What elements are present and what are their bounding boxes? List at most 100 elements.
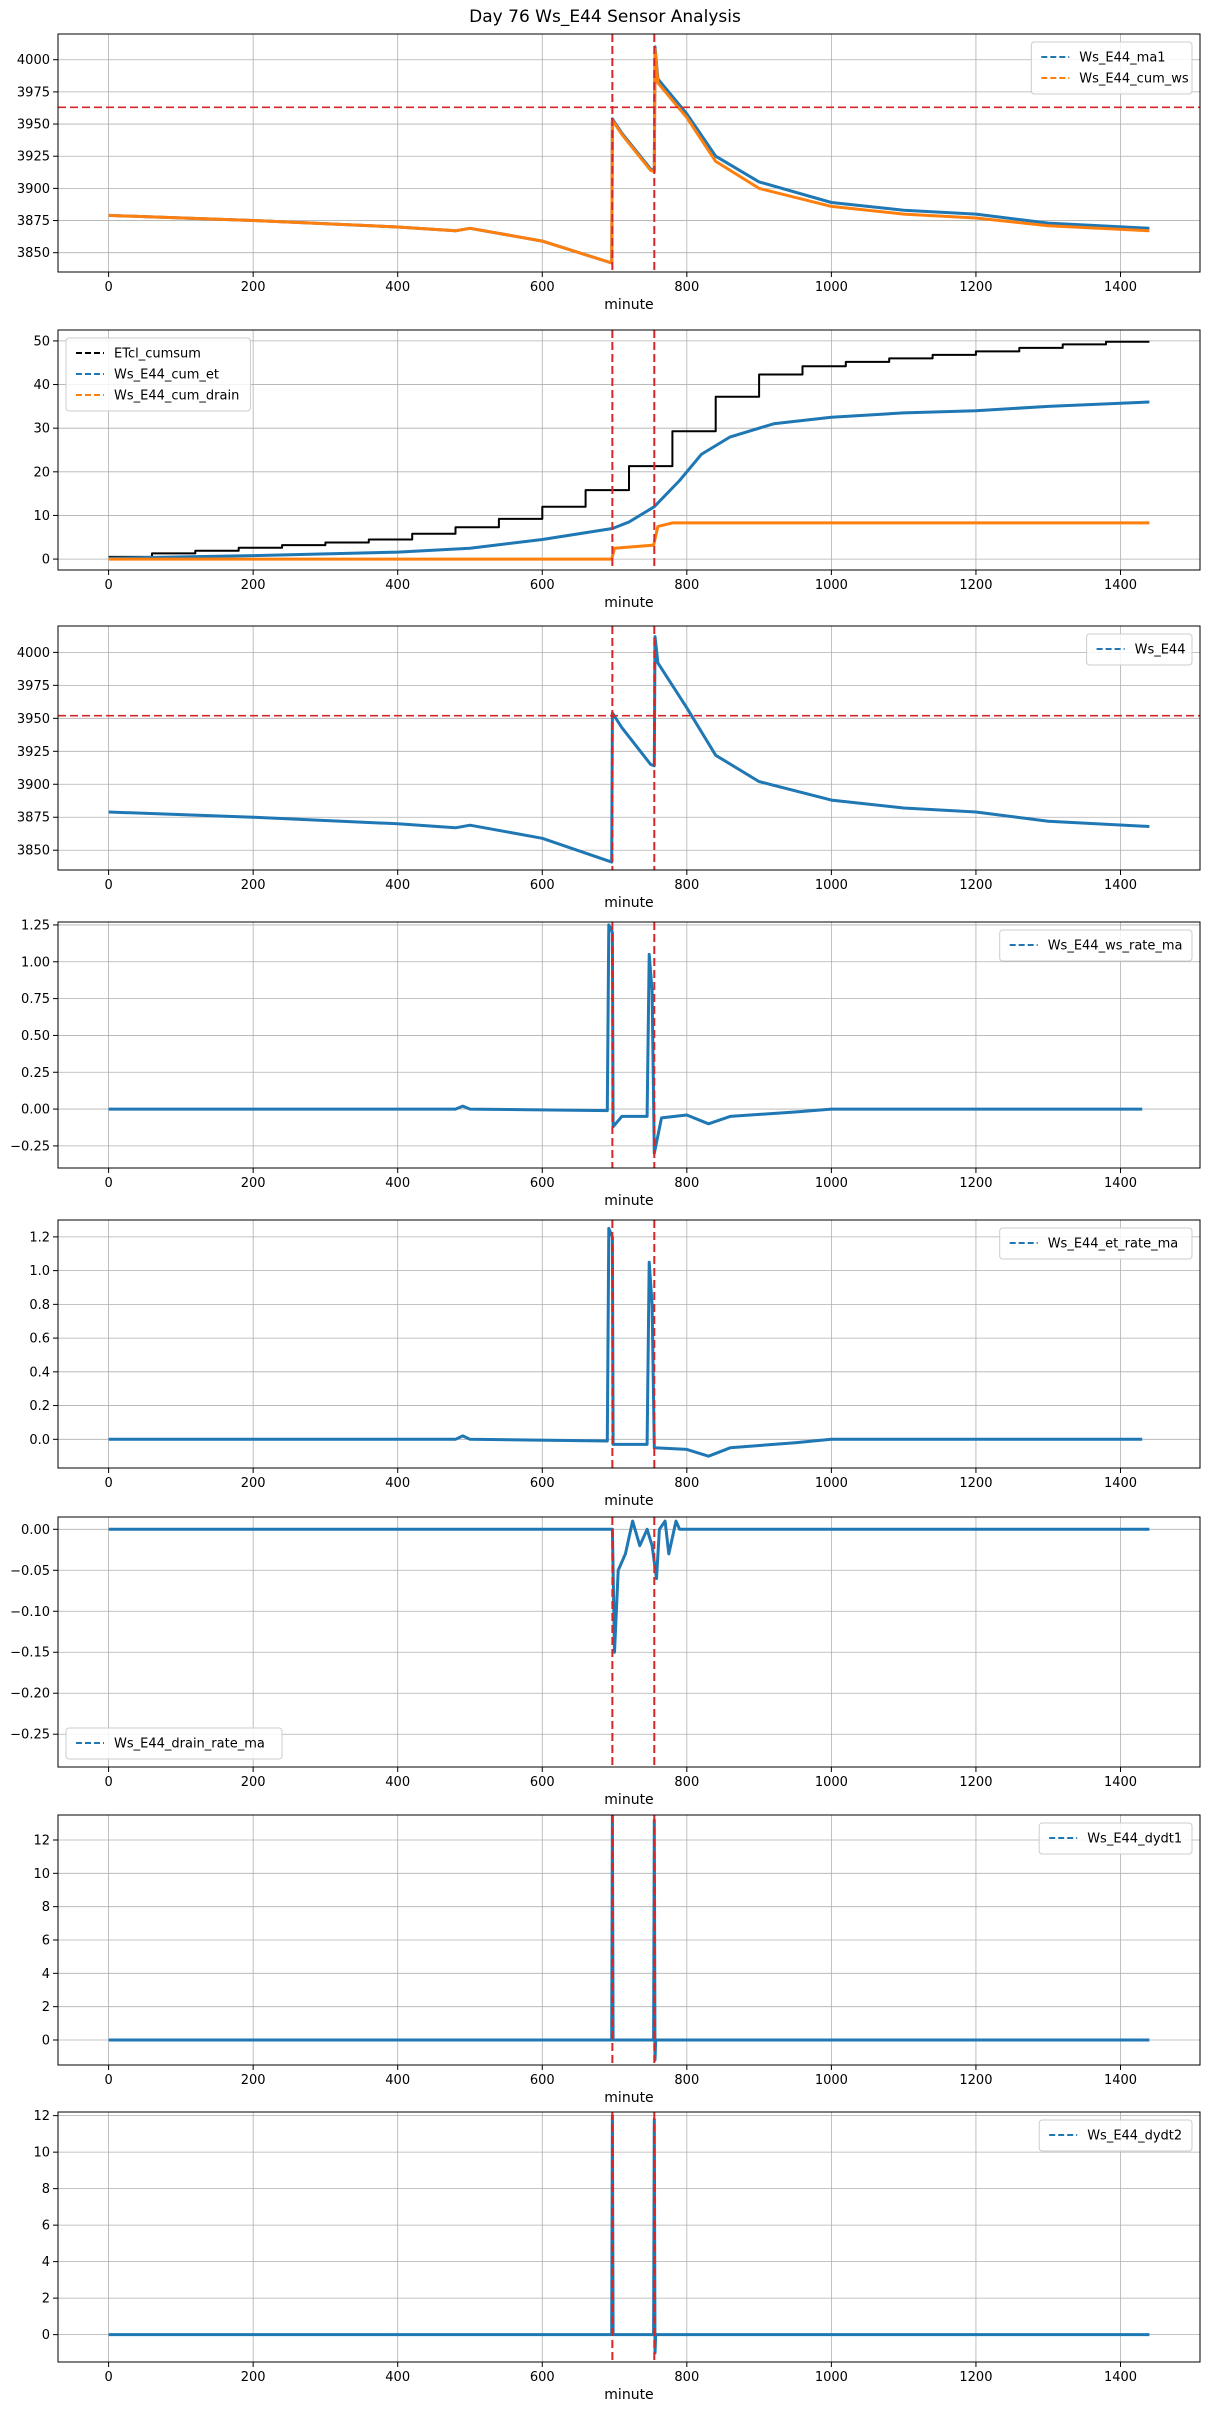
x-tick-label: 1400 [1104, 2073, 1137, 2088]
legend-box [1030, 41, 1193, 95]
chart-panel-3: 0 200 400 600 800 1000 1200 1400 3850 3875 3900 392… [17, 625, 1201, 911]
y-tick-label: 0.0 [29, 1433, 50, 1448]
legend: Ws_E44_et_rate_ma [999, 1227, 1193, 1260]
x-tick-label: 800 [674, 1775, 699, 1790]
x-tick-label: 600 [530, 1476, 555, 1491]
x-tick-label: 200 [241, 878, 266, 893]
y-tick-label: 0.25 [21, 1066, 50, 1081]
x-tick-label: 1000 [815, 1775, 848, 1790]
legend: Ws_E44_dydt1 [1038, 1822, 1193, 1855]
y-tick-label: 4 [42, 1967, 50, 1982]
y-tick-label: −0.05 [10, 1564, 50, 1579]
legend: Ws_E44 [1086, 633, 1193, 666]
legend: ETcl_cumsum Ws_E44_cum_et Ws_E44_cum_drain [65, 337, 251, 412]
y-tick-label: 3875 [17, 214, 50, 229]
x-tick-label: 200 [241, 578, 266, 593]
chart-panel-5: 0 200 400 600 800 1000 1200 1400 0.0 0.2 0.4 0.6 0.8… [29, 1219, 1201, 1509]
y-tick-label: −0.25 [10, 1139, 50, 1154]
legend-entry: Ws_E44_ws_rate_ma [1048, 939, 1183, 954]
x-tick-label: 0 [104, 1775, 112, 1790]
legend-entry: Ws_E44 [1135, 643, 1186, 658]
y-tick-label: 3950 [17, 712, 50, 727]
y-tick-label: 4000 [17, 646, 50, 661]
x-tick-label: 1200 [959, 2073, 992, 2088]
x-tick-label: 400 [385, 1775, 410, 1790]
series-line-Ws_E44_dydt2 [108, 2114, 1150, 2355]
legend: Ws_E44_ws_rate_ma [999, 929, 1193, 962]
x-tick-label: 0 [104, 878, 112, 893]
chart-panel-2: 0 200 400 600 800 1000 1200 1400 0 10 20 30 40 50 minu… [33, 329, 1201, 611]
y-tick-label: 1.25 [21, 918, 50, 933]
y-tick-label: 6 [42, 1934, 50, 1949]
plot-frame [57, 33, 1201, 273]
x-axis-label: minute [604, 2387, 653, 2403]
y-tick-label: 3900 [17, 182, 50, 197]
x-tick-label: 800 [674, 878, 699, 893]
plot-frame [57, 1219, 1201, 1469]
x-tick-label: 0 [104, 1476, 112, 1491]
x-axis-label: minute [604, 1493, 653, 1509]
y-tick-label: 3850 [17, 246, 50, 261]
x-tick-label: 600 [530, 2073, 555, 2088]
y-tick-label: 0 [42, 2034, 50, 2049]
y-tick-label: 3975 [17, 85, 50, 100]
x-tick-label: 600 [530, 280, 555, 295]
x-tick-label: 1400 [1104, 2370, 1137, 2385]
y-tick-label: 4 [42, 2255, 50, 2270]
x-tick-label: 1000 [815, 2073, 848, 2088]
x-tick-label: 600 [530, 878, 555, 893]
series-line-Ws_E44_cum_drain [108, 521, 1150, 561]
x-tick-label: 400 [385, 280, 410, 295]
x-tick-label: 0 [104, 280, 112, 295]
x-tick-label: 1000 [815, 878, 848, 893]
y-tick-label: 12 [33, 2109, 50, 2124]
series-line-Ws_E44_et_rate_ma [108, 1226, 1143, 1458]
x-tick-label: 0 [104, 2370, 112, 2385]
legend-entry: ETcl_cumsum [114, 347, 201, 362]
chart-panel-4: 0 200 400 600 800 1000 1200 1400 −0.25 0.00 0.25 0.… [10, 918, 1201, 1209]
y-tick-label: −0.15 [10, 1646, 50, 1661]
y-tick-label: 1.2 [29, 1230, 50, 1245]
x-axis-label: minute [604, 895, 653, 911]
y-tick-label: 20 [33, 465, 50, 480]
series-line-Ws_E44_ma1 [108, 45, 1150, 265]
legend-entry: Ws_E44_drain_rate_ma [114, 1737, 265, 1752]
y-tick-label: 4000 [17, 53, 50, 68]
x-tick-label: 200 [241, 1176, 266, 1191]
x-tick-label: 0 [104, 1176, 112, 1191]
y-tick-label: 3950 [17, 118, 50, 133]
legend-entry: Ws_E44_cum_et [114, 368, 219, 383]
x-tick-label: 600 [530, 1775, 555, 1790]
y-tick-label: 10 [33, 509, 50, 524]
x-tick-label: 400 [385, 578, 410, 593]
y-tick-label: 12 [33, 1834, 50, 1849]
x-tick-label: 200 [241, 280, 266, 295]
chart-panel-7: 0 200 400 600 800 1000 1200 1400 0 2 4 6 8 10 12 minute… [33, 1814, 1201, 2106]
y-tick-label: −0.20 [10, 1687, 50, 1702]
plot-frame [57, 329, 1201, 571]
y-tick-label: 0.8 [29, 1298, 50, 1313]
figure-title: Day 76 Ws_E44 Sensor Analysis [469, 7, 741, 27]
x-tick-label: 1400 [1104, 1775, 1137, 1790]
y-tick-label: 3900 [17, 778, 50, 793]
chart-panel-1: 0 200 400 600 800 1000 1200 1400 3850 3875 3900 392… [17, 33, 1201, 313]
x-tick-label: 1200 [959, 1476, 992, 1491]
legend-box [1086, 633, 1193, 666]
x-axis-label: minute [604, 297, 653, 313]
x-tick-label: 800 [674, 2370, 699, 2385]
y-tick-label: 3925 [17, 150, 50, 165]
x-tick-label: 400 [385, 1476, 410, 1491]
legend-box [999, 1227, 1193, 1260]
y-tick-label: 3975 [17, 679, 50, 694]
x-tick-label: 1000 [815, 2370, 848, 2385]
y-tick-label: 0.2 [29, 1399, 50, 1414]
legend-box [1038, 1822, 1193, 1855]
x-axis-label: minute [604, 2090, 653, 2106]
x-tick-label: 800 [674, 280, 699, 295]
y-tick-label: 2 [42, 2000, 50, 2015]
x-tick-label: 1200 [959, 878, 992, 893]
x-tick-label: 1400 [1104, 1476, 1137, 1491]
x-tick-label: 1200 [959, 2370, 992, 2385]
x-tick-label: 1200 [959, 1775, 992, 1790]
